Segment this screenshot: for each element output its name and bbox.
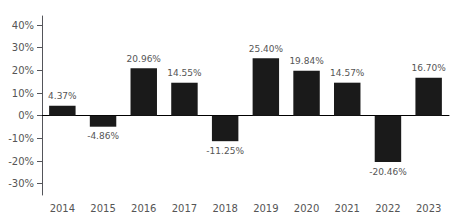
svg-text:-20.46%: -20.46%	[369, 167, 407, 177]
svg-text:20.96%: 20.96%	[127, 54, 162, 64]
svg-text:2021: 2021	[335, 203, 360, 214]
svg-text:2022: 2022	[375, 203, 400, 214]
svg-text:2017: 2017	[172, 203, 197, 214]
svg-text:2015: 2015	[90, 203, 115, 214]
svg-text:16.70%: 16.70%	[411, 63, 446, 73]
svg-text:40%: 40%	[12, 20, 34, 31]
svg-text:0%: 0%	[18, 110, 34, 121]
svg-text:-30%: -30%	[8, 178, 34, 189]
svg-text:2016: 2016	[131, 203, 156, 214]
svg-text:2019: 2019	[253, 203, 278, 214]
svg-text:14.55%: 14.55%	[167, 68, 202, 78]
svg-text:10%: 10%	[12, 88, 34, 99]
svg-text:2018: 2018	[212, 203, 237, 214]
svg-text:20%: 20%	[12, 65, 34, 76]
svg-text:25.40%: 25.40%	[249, 44, 284, 54]
svg-text:-11.25%: -11.25%	[206, 146, 244, 156]
svg-text:-4.86%: -4.86%	[87, 131, 119, 141]
svg-text:30%: 30%	[12, 42, 34, 53]
svg-text:14.57%: 14.57%	[330, 68, 365, 78]
svg-text:4.37%: 4.37%	[48, 91, 77, 101]
svg-text:2023: 2023	[416, 203, 441, 214]
svg-text:2020: 2020	[294, 203, 319, 214]
svg-text:-20%: -20%	[8, 156, 34, 167]
svg-text:19.84%: 19.84%	[289, 56, 324, 66]
svg-text:-10%: -10%	[8, 133, 34, 144]
svg-text:2014: 2014	[50, 203, 75, 214]
